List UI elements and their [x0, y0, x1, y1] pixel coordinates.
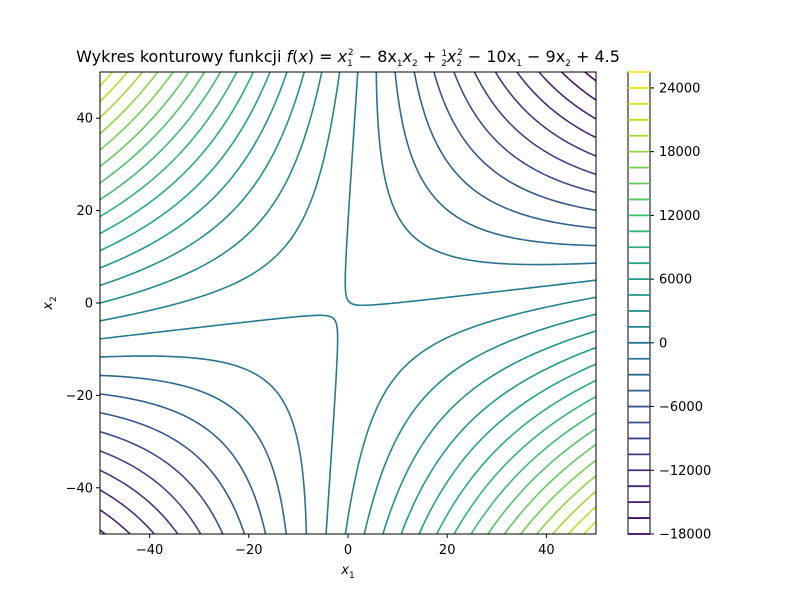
colorbar-tick-label: −18000 — [659, 528, 711, 543]
x-tick-label: 0 — [344, 543, 352, 558]
contour-level-9 — [100, 72, 596, 534]
contour-level-21 — [100, 72, 596, 534]
contour-level-14 — [100, 72, 596, 534]
colorbar-tick-label: 18000 — [659, 145, 700, 160]
x-axis: −40 −20 0 20 40 — [136, 534, 555, 558]
y-tick-label: −40 — [66, 481, 93, 496]
contour-level-19 — [100, 72, 596, 534]
contour-level-18 — [100, 72, 596, 534]
contour-level-8 — [100, 72, 596, 534]
y-tick-label: −20 — [66, 389, 93, 404]
contour-level-7 — [100, 72, 596, 534]
contour-level-23 — [100, 72, 596, 534]
y-tick-label: 0 — [85, 297, 93, 312]
plot-area — [100, 72, 596, 534]
y-tick-label: 20 — [76, 204, 93, 219]
colorbar-tick-label: 24000 — [659, 81, 700, 96]
colorbar-tick-label: 6000 — [659, 273, 692, 288]
contour-level-25 — [100, 72, 596, 534]
y-tick-label: 40 — [76, 112, 93, 127]
contour-level-26 — [100, 72, 596, 534]
x-tick-label: −40 — [136, 543, 163, 558]
x-axis-label: x1 — [340, 563, 354, 581]
x-tick-label: 40 — [538, 543, 555, 558]
colorbar-tick-label: −6000 — [659, 400, 703, 415]
x-tick-label: −20 — [235, 543, 262, 558]
contour-lines — [100, 72, 596, 534]
contour-level-16 — [100, 72, 596, 534]
y-axis: −40 −20 0 20 40 — [66, 112, 100, 496]
contour-level-12 — [100, 72, 596, 534]
contour-level-6 — [100, 72, 596, 534]
contour-level-20 — [100, 72, 596, 534]
colorbar: −18000 −12000 −6000 0 6000 12000 18000 24000 — [627, 71, 711, 543]
colorbar-tick-label: 0 — [659, 336, 667, 351]
x-tick-label: 20 — [439, 543, 456, 558]
colorbar-tick-label: −12000 — [659, 464, 711, 479]
contour-level-10 — [100, 72, 596, 534]
contour-level-2 — [100, 72, 596, 534]
chart-title: Wykres konturowy funkcji f(x) = x12 − 8x… — [76, 47, 620, 69]
contour-level-15 — [100, 72, 596, 534]
contour-level-11 — [100, 72, 596, 534]
contour-level-22 — [100, 72, 596, 534]
y-axis-label: x2 — [41, 296, 59, 310]
contour-level-4 — [100, 72, 596, 534]
contour-level-3 — [100, 72, 596, 534]
colorbar-tick-label: 12000 — [659, 209, 700, 224]
colorbar-frame — [627, 71, 651, 535]
contour-level-13 — [100, 72, 596, 534]
